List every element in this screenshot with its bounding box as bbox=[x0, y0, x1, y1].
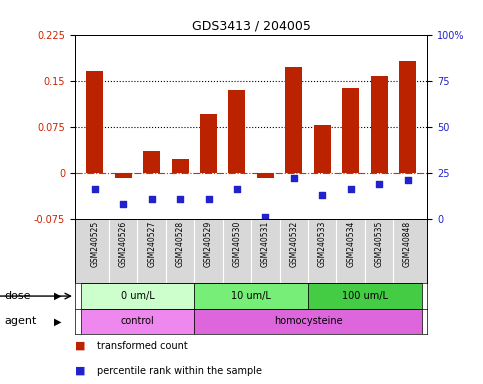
Bar bbox=[342, 88, 359, 173]
Bar bbox=[86, 71, 103, 173]
Text: 10 um/L: 10 um/L bbox=[231, 291, 271, 301]
Point bbox=[318, 192, 326, 198]
Text: GSM240848: GSM240848 bbox=[403, 221, 412, 267]
Bar bbox=[81, 309, 194, 334]
Text: ▶: ▶ bbox=[54, 316, 62, 326]
Point bbox=[233, 186, 241, 192]
Text: GSM240535: GSM240535 bbox=[375, 221, 384, 267]
Point bbox=[176, 195, 184, 202]
Point bbox=[205, 195, 213, 202]
Point bbox=[375, 181, 383, 187]
Text: GSM240529: GSM240529 bbox=[204, 221, 213, 267]
Point bbox=[404, 177, 412, 183]
Text: percentile rank within the sample: percentile rank within the sample bbox=[97, 366, 262, 376]
Bar bbox=[308, 283, 422, 309]
Text: homocysteine: homocysteine bbox=[274, 316, 342, 326]
Text: 0 um/L: 0 um/L bbox=[121, 291, 154, 301]
Bar bbox=[370, 76, 388, 173]
Text: GSM240531: GSM240531 bbox=[261, 221, 270, 267]
Point bbox=[261, 214, 269, 220]
Bar bbox=[194, 309, 422, 334]
Bar bbox=[81, 283, 194, 309]
Text: ■: ■ bbox=[75, 341, 85, 351]
Text: control: control bbox=[121, 316, 154, 326]
Point bbox=[119, 201, 127, 207]
Text: GSM240526: GSM240526 bbox=[119, 221, 128, 267]
Text: GSM240525: GSM240525 bbox=[90, 221, 99, 267]
Text: ■: ■ bbox=[75, 366, 85, 376]
Text: GSM240533: GSM240533 bbox=[318, 221, 327, 267]
Text: GSM240528: GSM240528 bbox=[176, 221, 185, 267]
Text: dose: dose bbox=[5, 291, 31, 301]
Text: ▶: ▶ bbox=[54, 291, 62, 301]
Point bbox=[347, 186, 355, 192]
Bar bbox=[228, 90, 245, 173]
Bar bbox=[114, 173, 132, 178]
Bar bbox=[194, 283, 308, 309]
Point bbox=[148, 195, 156, 202]
Text: transformed count: transformed count bbox=[97, 341, 187, 351]
Bar bbox=[285, 67, 302, 173]
Text: GSM240530: GSM240530 bbox=[232, 221, 242, 267]
Bar bbox=[200, 114, 217, 173]
Bar bbox=[143, 151, 160, 173]
Bar bbox=[314, 126, 331, 173]
Text: 100 um/L: 100 um/L bbox=[342, 291, 388, 301]
Text: GSM240527: GSM240527 bbox=[147, 221, 156, 267]
Title: GDS3413 / 204005: GDS3413 / 204005 bbox=[192, 19, 311, 32]
Point bbox=[290, 175, 298, 181]
Bar bbox=[171, 159, 188, 173]
Text: GSM240534: GSM240534 bbox=[346, 221, 355, 267]
Point bbox=[91, 186, 99, 192]
Text: agent: agent bbox=[5, 316, 37, 326]
Bar bbox=[257, 173, 274, 178]
Text: GSM240532: GSM240532 bbox=[289, 221, 298, 267]
Bar bbox=[399, 61, 416, 173]
